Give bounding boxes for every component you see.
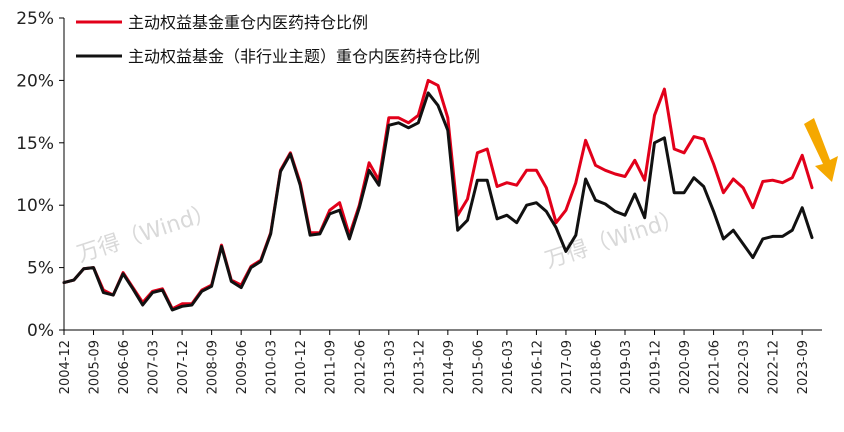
x-tick-label: 2012-06 <box>353 340 368 394</box>
y-tick-label: 25% <box>16 9 54 29</box>
x-tick-label: 2019-12 <box>649 340 664 394</box>
down-arrow-icon <box>804 118 838 182</box>
x-tick-label: 2022-03 <box>737 340 752 394</box>
x-tick-label: 2008-09 <box>206 340 221 394</box>
legend-label-2: 主动权益基金（非行业主题）重仓内医药持仓比例 <box>128 47 480 66</box>
x-tick-label: 2023-09 <box>796 340 811 394</box>
x-tick-label: 2009-06 <box>235 340 250 394</box>
x-tick-label: 2013-12 <box>412 340 427 394</box>
x-tick-label: 2013-03 <box>383 340 398 394</box>
watermark-text: 万得（Wind） <box>542 206 686 274</box>
series-line-1 <box>62 78 814 311</box>
x-tick-label: 2014-09 <box>442 340 457 394</box>
x-tick-label: 2021-06 <box>708 340 723 394</box>
axis-layer: 0% 5% 10% 15% 20% 25% 2004-12 2005-09 2006-06 200… <box>16 9 822 394</box>
y-tick-label: 10% <box>16 196 54 216</box>
x-tick-label: 2020-09 <box>678 340 693 394</box>
x-tick-label: 2011-09 <box>324 340 339 394</box>
series-line-2 <box>62 91 814 312</box>
y-tick-label: 20% <box>16 71 54 91</box>
x-tick-label: 2016-12 <box>530 340 545 394</box>
series-layer <box>62 78 814 312</box>
x-tick-label: 2010-12 <box>294 340 309 394</box>
x-tick-label: 2005-09 <box>88 340 103 394</box>
x-tick-label: 2017-09 <box>560 340 575 394</box>
watermark-text: 万得（Wind） <box>74 200 218 268</box>
x-tick-label: 2004-12 <box>58 340 73 394</box>
legend-label-1: 主动权益基金重仓内医药持仓比例 <box>128 13 368 32</box>
y-tick-label: 15% <box>16 134 54 154</box>
x-tick-label: 2007-03 <box>147 340 162 394</box>
x-tick-label: 2022-12 <box>767 340 782 394</box>
x-tick-label: 2006-06 <box>117 340 132 394</box>
x-tick-label: 2010-03 <box>265 340 280 394</box>
x-tick-label: 2018-06 <box>589 340 604 394</box>
watermark-layer: 万得（Wind） 万得（Wind） <box>74 200 686 274</box>
x-tick-label: 2019-03 <box>619 340 634 394</box>
x-tick-label: 2016-03 <box>501 340 516 394</box>
x-tick-label: 2007-12 <box>176 340 191 394</box>
trend-arrow <box>804 118 838 182</box>
y-tick-label: 5% <box>27 259 54 279</box>
y-tick-label: 0% <box>27 321 54 341</box>
x-tick-label: 2015-06 <box>471 340 486 394</box>
